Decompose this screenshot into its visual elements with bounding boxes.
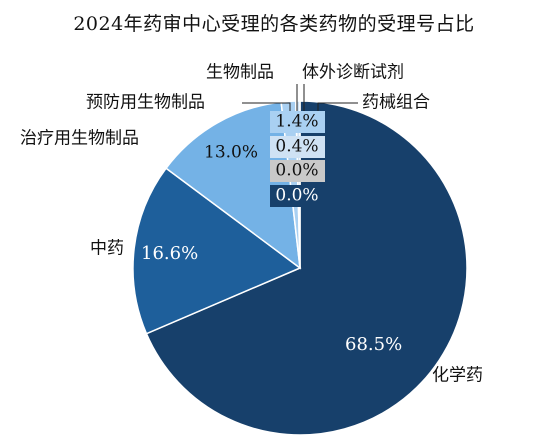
chart-title: 2024年药审中心受理的各类药物的受理号占比 bbox=[73, 13, 475, 35]
slice-1-value-label: 68.5% bbox=[345, 334, 402, 355]
slice-1-wedge bbox=[145, 100, 468, 436]
slice-5-value-label: 0.4% bbox=[275, 137, 318, 157]
slice-6-category-label: 体外诊断试剂 bbox=[302, 63, 404, 83]
slice-6-value-box bbox=[270, 160, 325, 182]
slice-4-value-label: 1.4% bbox=[275, 112, 318, 132]
slice-1-category-label: 化学药 bbox=[432, 366, 483, 386]
slice-5-category-label: 生物制品 bbox=[206, 63, 274, 83]
slice-3-value-label: 13.0% bbox=[204, 143, 258, 163]
slice-4-value-box bbox=[270, 111, 325, 133]
slice-2-category-label: 中药 bbox=[90, 239, 124, 259]
slice-5-value-box bbox=[270, 136, 325, 158]
slice-2-value-label: 16.6% bbox=[141, 243, 198, 264]
slice-3-category-label: 治疗用生物制品 bbox=[20, 129, 139, 149]
slice-4-leader-line bbox=[242, 102, 291, 111]
slice-7-category-label: 药械组合 bbox=[362, 93, 430, 113]
slice-7-value-label: 0.0% bbox=[275, 186, 318, 206]
slice-7-value-box bbox=[270, 185, 325, 207]
slice-7-leader-line bbox=[317, 102, 358, 111]
slice-6-value-label: 0.0% bbox=[275, 161, 318, 181]
slice-2-wedge bbox=[132, 167, 302, 335]
slice-4-category-label: 预防用生物制品 bbox=[86, 93, 205, 113]
